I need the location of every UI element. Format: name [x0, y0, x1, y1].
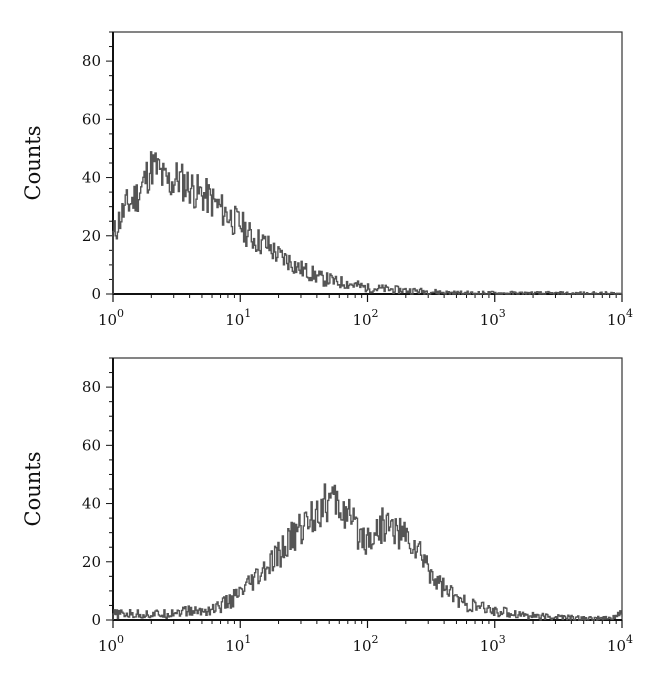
x-tick-label: 103: [480, 307, 506, 329]
histogram-series-line: [112, 151, 623, 295]
y-tick-label: 0: [91, 611, 101, 629]
x-tick-group: 100 101 102 103 104: [98, 620, 633, 655]
x-tick-exponent: 1: [244, 307, 251, 320]
x-tick-base: 10: [98, 637, 117, 655]
x-tick-exponent: 3: [499, 633, 506, 646]
y-tick-label: 80: [82, 52, 101, 70]
y-axis-label: Counts: [21, 126, 45, 201]
plot-frame: [112, 31, 623, 295]
y-tick-label: 80: [82, 378, 101, 396]
x-tick-label: 100: [98, 633, 124, 655]
x-tick-base: 10: [607, 637, 626, 655]
x-tick-group: 100 101 102 103 104: [98, 294, 633, 329]
x-tick-exponent: 1: [244, 633, 251, 646]
x-tick-base: 10: [98, 311, 117, 329]
x-tick-exponent: 2: [372, 633, 379, 646]
y-tick-group: 0 20 40 60 80: [82, 31, 113, 303]
x-tick-base: 10: [607, 311, 626, 329]
x-tick-label: 104: [607, 307, 633, 329]
x-tick-base: 10: [352, 311, 371, 329]
y-tick-label: 60: [82, 110, 101, 128]
x-tick-base: 10: [480, 311, 499, 329]
y-tick-label: 40: [82, 495, 101, 513]
x-tick-base: 10: [225, 637, 244, 655]
x-tick-label: 103: [480, 633, 506, 655]
x-tick-base: 10: [225, 311, 244, 329]
x-tick-exponent: 2: [372, 307, 379, 320]
y-tick-label: 60: [82, 436, 101, 454]
x-tick-exponent: 0: [117, 633, 124, 646]
x-tick-label: 101: [225, 633, 251, 655]
plot-frame: [112, 357, 623, 621]
y-tick-label: 20: [82, 227, 101, 245]
y-tick-label: 40: [82, 169, 101, 187]
x-tick-label: 100: [98, 307, 124, 329]
y-tick-label: 0: [91, 285, 101, 303]
x-tick-base: 10: [480, 637, 499, 655]
x-tick-exponent: 4: [626, 633, 633, 646]
y-tick-label: 20: [82, 553, 101, 571]
x-tick-label: 102: [352, 633, 378, 655]
y-tick-group: 0 20 40 60 80: [82, 357, 113, 629]
x-tick-label: 104: [607, 633, 633, 655]
y-axis-label: Counts: [21, 452, 45, 527]
x-tick-label: 101: [225, 307, 251, 329]
x-tick-base: 10: [352, 637, 371, 655]
x-tick-exponent: 4: [626, 307, 633, 320]
x-tick-label: 102: [352, 307, 378, 329]
x-tick-exponent: 3: [499, 307, 506, 320]
histogram-series-line: [112, 483, 623, 621]
x-tick-exponent: 0: [117, 307, 124, 320]
